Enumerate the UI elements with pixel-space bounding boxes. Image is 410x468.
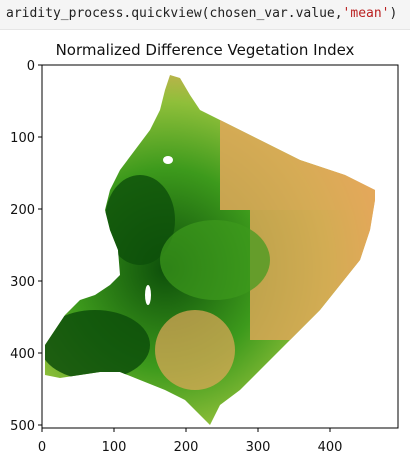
x-tick-label: 300 [246, 440, 271, 455]
x-axis: 0 100 200 300 400 [38, 428, 343, 455]
y-tick-label: 100 [10, 131, 35, 146]
code-line: aridity_process.quickview(chosen_var.val… [6, 6, 397, 21]
y-tick-label: 200 [10, 203, 35, 218]
code-string-arg: 'mean' [342, 6, 390, 21]
y-tick-label: 500 [10, 419, 35, 434]
x-tick-label: 100 [102, 440, 127, 455]
code-call: aridity_process.quickview(chosen_var.val… [6, 6, 343, 21]
y-axis: 0 100 200 300 400 500 [10, 59, 42, 434]
code-cell[interactable]: aridity_process.quickview(chosen_var.val… [0, 0, 410, 30]
x-tick-label: 200 [174, 440, 199, 455]
lake-patch [145, 285, 151, 305]
x-tick-label: 400 [318, 440, 343, 455]
y-tick-label: 400 [10, 347, 35, 362]
y-tick-label: 300 [10, 275, 35, 290]
plot-title: Normalized Difference Vegetation Index [55, 41, 355, 59]
y-tick-label: 0 [27, 59, 35, 74]
lake-patch [163, 156, 173, 164]
x-tick-label: 0 [38, 440, 46, 455]
code-close-paren: ) [389, 6, 398, 21]
